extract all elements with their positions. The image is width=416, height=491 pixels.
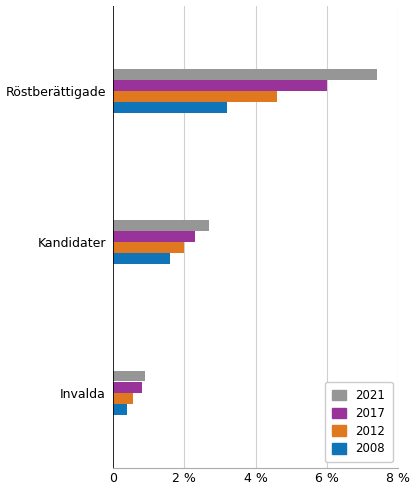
Bar	[113, 220, 209, 231]
Bar	[113, 371, 145, 382]
Bar	[113, 253, 170, 264]
Bar	[113, 69, 377, 80]
Bar	[113, 404, 127, 415]
Legend: 2021, 2017, 2012, 2008: 2021, 2017, 2012, 2008	[325, 382, 393, 463]
Bar	[113, 91, 277, 102]
Bar	[113, 382, 141, 393]
Bar	[113, 103, 227, 113]
Bar	[113, 80, 327, 91]
Bar	[113, 393, 133, 404]
Bar	[113, 242, 184, 253]
Bar	[113, 231, 195, 242]
